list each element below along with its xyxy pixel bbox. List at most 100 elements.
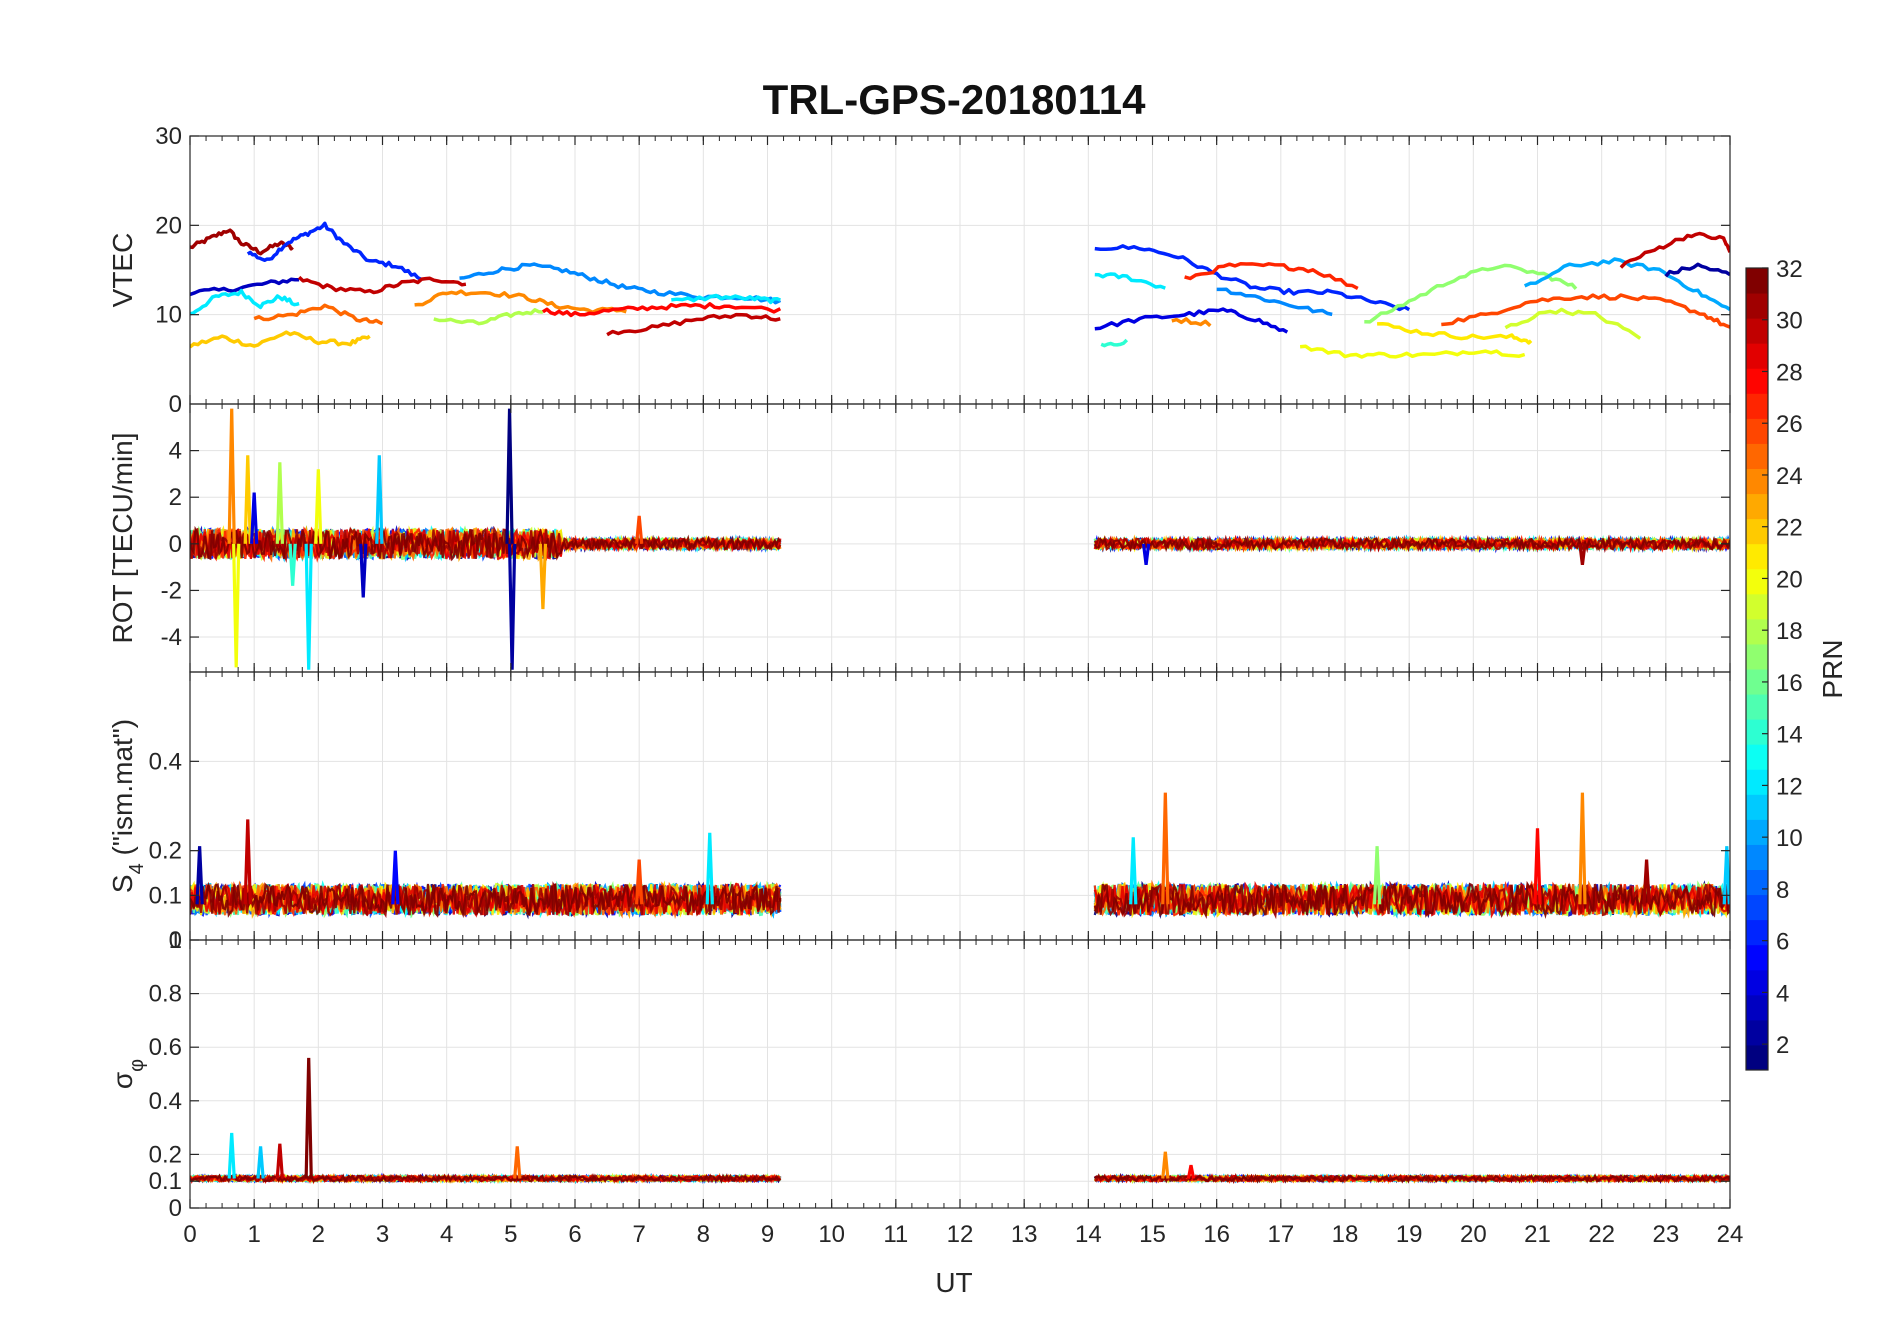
vtec-series-prn-12 (190, 288, 300, 316)
spike-prn-17 (1372, 846, 1382, 905)
y-tick-label: 1 (169, 927, 182, 954)
vtec-series-prn-30 (297, 275, 467, 295)
x-tick-label: 22 (1588, 1221, 1615, 1248)
spike-prn-32 (304, 1057, 313, 1179)
spike-prn-11 (256, 1146, 265, 1179)
colorbar-segment (1746, 794, 1768, 820)
y-axis-label: VTEC (107, 233, 138, 308)
colorbar-tick-label: 30 (1776, 308, 1803, 335)
colorbar-segment (1746, 1019, 1768, 1046)
colorbar-tick-label: 16 (1776, 670, 1803, 697)
colorbar-tick-label: 20 (1776, 566, 1803, 593)
y-tick-label: 0 (169, 391, 182, 418)
x-tick-label: 7 (632, 1221, 645, 1248)
spike-prn-5 (391, 850, 400, 905)
vtec-series-prn-10 (1523, 257, 1730, 311)
vtec-series-prn-18 (433, 308, 544, 326)
vtec-series-prn-2 (1664, 262, 1730, 278)
spike-prn-25 (1161, 792, 1170, 905)
vtec-series-prn-6 (1094, 244, 1411, 312)
y-tick-label: 0.1 (149, 1168, 182, 1195)
vtec-series-prn-9 (1216, 287, 1333, 317)
spike-prn-4 (250, 492, 259, 544)
colorbar-segment (1746, 719, 1768, 745)
colorbar-tick-label: 8 (1776, 877, 1789, 904)
colorbar-segment (1746, 518, 1768, 545)
trace-prn-32 (190, 882, 782, 919)
colorbar-segment (1746, 869, 1768, 896)
colorbar-tick-label: 4 (1776, 980, 1789, 1007)
colorbar-tick-label: 6 (1776, 929, 1789, 956)
colorbar-tick-label: 32 (1776, 256, 1803, 283)
spike-prn-18 (275, 462, 284, 544)
spike-prn-14 (288, 543, 297, 586)
colorbar-segment (1746, 593, 1768, 620)
spike-prn-2 (507, 543, 517, 670)
spike-prn-24 (1161, 1151, 1170, 1179)
spike-prn-11 (1722, 846, 1730, 905)
colorbar-segment (1746, 568, 1768, 595)
colorbar-segment (1746, 293, 1768, 319)
vtec-series-prn-19 (1504, 307, 1642, 340)
x-tick-label: 24 (1717, 1221, 1744, 1248)
spike-prn-22 (243, 455, 252, 544)
spike-prn-12 (304, 543, 313, 670)
y-tick-label: 0.8 (149, 981, 182, 1008)
vtec-series-prn-12 (1094, 272, 1166, 290)
colorbar-segment (1746, 1044, 1768, 1071)
spike-prn-31 (1578, 543, 1587, 565)
spike-prn-31 (1642, 859, 1651, 905)
spike-prn-3 (359, 543, 368, 598)
colorbar-tick-label: 10 (1776, 825, 1803, 852)
panel-2: -4 -2 0 2 4 0 ROT [TECU/min] (107, 391, 1731, 673)
colorbar-tick-label: 2 (1776, 1032, 1789, 1059)
trace-prn-31 (190, 881, 782, 919)
trace-prn-32 (1093, 1173, 1730, 1184)
spike-prn-28 (1533, 828, 1542, 905)
spike-prn-11 (375, 455, 384, 544)
colorbar-label: PRN (1817, 639, 1848, 698)
y-axis-label: ROT [TECU/min] (107, 432, 138, 643)
spike-prn-30 (243, 819, 252, 905)
y-tick-label: 20 (155, 212, 182, 239)
chart-title: TRL-GPS-20180114 (763, 76, 1147, 123)
x-tick-label: 6 (568, 1221, 581, 1248)
y-tick-label: 0 (169, 1195, 182, 1222)
spike-prn-2 (195, 846, 204, 905)
spike-prn-12 (1129, 837, 1138, 905)
x-tick-label: 9 (761, 1221, 774, 1248)
x-tick-label: 13 (1011, 1221, 1038, 1248)
vtec-series-prn-24 (414, 289, 627, 315)
x-tick-label: 0 (183, 1221, 196, 1248)
colorbar-segment (1746, 669, 1768, 695)
spike-prn-23 (538, 543, 548, 610)
spike-prn-20 (232, 543, 241, 668)
colorbar-tick-label: 28 (1776, 359, 1803, 386)
y-axis-label: σφ (107, 1059, 148, 1089)
trace-prn-32 (1093, 880, 1730, 919)
colorbar-segment (1746, 819, 1768, 845)
vtec-series-prn-26 (1441, 293, 1730, 329)
vtec-series-prn-22 (190, 330, 371, 349)
x-tick-label: 4 (440, 1221, 453, 1248)
x-tick-label: 14 (1075, 1221, 1102, 1248)
colorbar-segment (1746, 618, 1768, 645)
vtec-series-prn-6 (246, 221, 422, 281)
trace-prn-32 (1093, 534, 1730, 553)
data-layer (190, 792, 1730, 920)
spike-prn-24 (1578, 792, 1587, 905)
colorbar-segment (1746, 894, 1768, 921)
y-tick-label: 10 (155, 302, 182, 329)
spike-prn-26 (635, 515, 644, 544)
spike-prn-28 (1186, 1164, 1196, 1179)
vtec-series-prn-24 (1171, 317, 1212, 328)
colorbar-tick-label: 24 (1776, 463, 1803, 490)
y-axis-label: S4 ("ism.mat") (107, 719, 148, 893)
colorbar-segment (1746, 318, 1768, 344)
panel-3: 0 0.1 0.2 0.4S4 ("ism.mat") (107, 671, 1731, 954)
x-tick-label: 15 (1139, 1221, 1166, 1248)
colorbar-tick-label: 14 (1776, 722, 1803, 749)
x-tick-label: 16 (1203, 1221, 1230, 1248)
vtec-series-prn-28 (541, 302, 782, 318)
spike-prn-1 (505, 408, 514, 544)
